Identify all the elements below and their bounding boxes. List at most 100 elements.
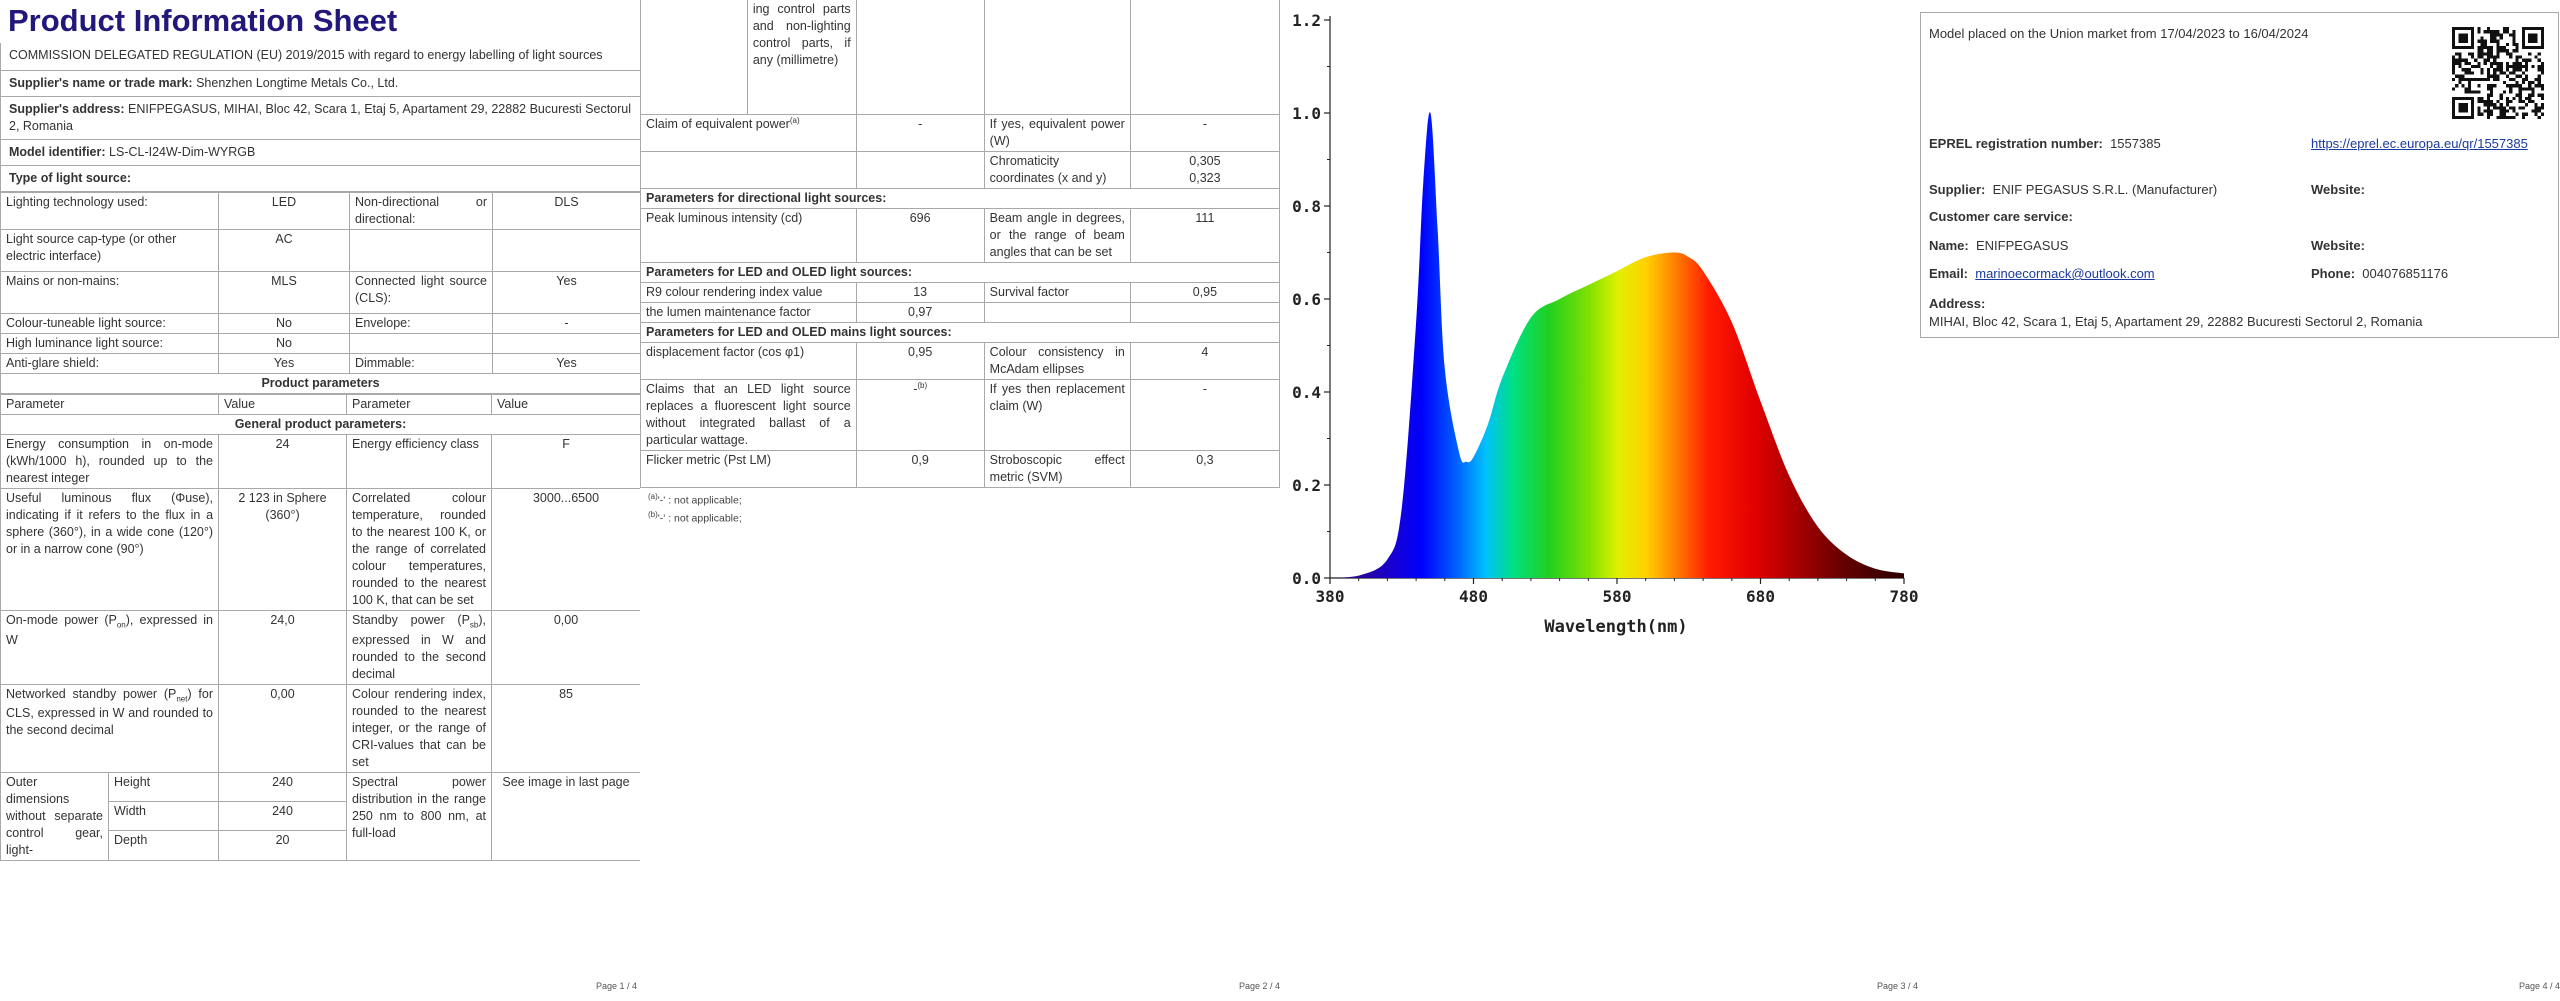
supplier-row: Supplier: ENIF PEGASUS S.R.L. (Manufactu… xyxy=(1929,181,2217,199)
param-cct: Correlated colour temperature, rounded t… xyxy=(346,488,493,612)
y-tick-label: 0.6 xyxy=(1292,290,1321,309)
eprel-number: 1557385 xyxy=(2110,136,2161,151)
y-tick-label: 0.0 xyxy=(1292,569,1321,588)
value-cri: 85 xyxy=(491,683,642,773)
type-param-2 xyxy=(349,229,493,273)
model-identifier: LS-CL-I24W-Dim-WYRGB xyxy=(109,145,256,160)
param-standby-power: Standby power (Psb), expressed in W and … xyxy=(346,610,493,685)
dim-name-height: Height xyxy=(107,771,220,802)
value-on-mode-power: 24,0 xyxy=(218,610,348,685)
name-row: Name: ENIFPEGASUS xyxy=(1929,237,2068,255)
type-param-1: Mains or non-mains: xyxy=(0,271,219,315)
type-param-2: Connected light source (CLS): xyxy=(349,271,493,315)
phone-row: Phone: 004076851176 xyxy=(2311,265,2448,283)
email-row: Email: marinoecormack@outlook.com xyxy=(1929,265,2155,283)
website2-row: Website: xyxy=(2311,237,2365,255)
claims-sup: (b) xyxy=(917,380,928,390)
equiv-label: Claim of equivalent power xyxy=(646,116,790,131)
value-flux: 2 123 in Sphere (360°) xyxy=(218,488,348,612)
standby-label-b: ), expressed in W and rounded to the sec… xyxy=(352,613,487,681)
y-tick-label: 0.2 xyxy=(1292,476,1321,495)
type-param-1: High luminance light source: xyxy=(0,333,219,355)
param-chromaticity: Chromaticity coordinates (x and y) xyxy=(983,150,1131,189)
value-peak-intensity: 696 xyxy=(855,207,985,263)
params-table: Parameter Value Parameter Value General … xyxy=(0,394,642,861)
equiv-sup: (a) xyxy=(789,115,800,125)
value-claims: -(b) xyxy=(855,378,985,451)
footnote-a-text: '-' : not applicable; xyxy=(657,494,742,506)
param-outer-dimensions: Outer dimensions without separate contro… xyxy=(0,771,109,861)
y-tick-label: 1.2 xyxy=(1292,11,1321,30)
value-replacement: - xyxy=(1129,378,1281,451)
footnotes: (a)'-' : not applicable; (b)'-' : not ap… xyxy=(640,488,1280,531)
type-param-2: Non-directional or directional: xyxy=(349,192,493,231)
value-standby-power: 0,00 xyxy=(491,610,642,685)
value-spd: See image in last page xyxy=(491,771,642,861)
supplier-value: ENIF PEGASUS S.R.L. (Manufacturer) xyxy=(1992,182,2218,197)
supplier-address-row: Supplier's address: ENIFPEGASUS, MIHAI, … xyxy=(0,96,642,141)
customer-care-heading: Customer care service: xyxy=(1929,208,2073,226)
net-sub: net xyxy=(176,694,188,704)
x-tick-label: 680 xyxy=(1746,587,1775,606)
on-mode-label-a: On-mode power (P xyxy=(6,613,117,628)
page-number-4: Page 4 / 4 xyxy=(2518,981,2560,991)
value-beam-angle: 111 xyxy=(1129,207,1281,263)
directional-header: Parameters for directional light sources… xyxy=(640,187,1280,209)
type-table: Lighting technology used: LED Non-directio… xyxy=(0,192,641,395)
type-row: Anti-glare shield: Yes Dimmable: Yes xyxy=(0,353,641,375)
type-value-2: Yes xyxy=(492,271,641,315)
led-header: Parameters for LED and OLED light source… xyxy=(640,261,1280,283)
eprel-link[interactable]: https://eprel.ec.europa.eu/qr/1557385 xyxy=(2311,136,2528,151)
param-cri: Colour rendering index, rounded to the n… xyxy=(346,683,493,773)
type-value-1: No xyxy=(218,313,350,335)
model-label: Model identifier: xyxy=(9,145,106,160)
value-equivalent-power: - xyxy=(855,113,985,152)
col-parameter-1: Parameter xyxy=(0,394,220,416)
standby-sub: sb xyxy=(469,620,479,630)
website2-label: Website: xyxy=(2311,238,2365,253)
param-peak-intensity: Peak luminous intensity (cd) xyxy=(640,207,857,263)
page-2: ing control parts and non-lighting contr… xyxy=(640,0,1281,1001)
type-row: High luminance light source: No xyxy=(0,333,641,355)
col-value-1: Value xyxy=(218,394,348,416)
supplier-label: Supplier: xyxy=(1929,182,1986,197)
type-value-2 xyxy=(492,333,641,355)
placed-on-market: Model placed on the Union market from 17… xyxy=(1929,26,2309,41)
type-param-2: Dimmable: xyxy=(349,353,493,375)
param-stroboscopic: Stroboscopic effect metric (SVM) xyxy=(983,449,1131,488)
x-tick-label: 580 xyxy=(1603,587,1632,606)
value-cct: 3000...6500 xyxy=(491,488,642,612)
model-row: Model identifier: LS-CL-I24W-Dim-WYRGB xyxy=(0,139,642,167)
type-value-2: - xyxy=(492,313,641,335)
param-spd: Spectral power distribution in the range… xyxy=(346,771,493,861)
param-claims: Claims that an LED light source replaces… xyxy=(640,378,857,451)
footnote-a: (a)'-' : not applicable; xyxy=(648,491,1272,509)
email-label: Email: xyxy=(1929,266,1969,281)
param-on-mode-power: On-mode power (Pon), expressed in W xyxy=(0,610,220,685)
eprel-card: Model placed on the Union market from 17… xyxy=(1920,12,2559,338)
supplier-name-label: Supplier's name or trade mark: xyxy=(9,76,193,91)
type-value-1: MLS xyxy=(218,271,350,315)
on-mode-label-b: ), expressed in W xyxy=(6,613,214,647)
type-value-1: LED xyxy=(218,192,350,231)
value-networked-standby: 0,00 xyxy=(218,683,348,773)
value-r9: 13 xyxy=(855,281,985,303)
website-row: Website: xyxy=(2311,181,2365,199)
type-row: Light source cap-type (or other electric… xyxy=(0,229,641,273)
type-value-2: DLS xyxy=(492,192,641,231)
type-param-1: Anti-glare shield: xyxy=(0,353,219,375)
y-tick-label: 0.8 xyxy=(1292,197,1321,216)
value-survival: 0,95 xyxy=(1129,281,1281,303)
net-label-a: Networked standby power (P xyxy=(6,686,177,701)
dim-value-depth: 20 xyxy=(218,830,348,861)
value-class: F xyxy=(491,434,642,490)
dim-value-height: 240 xyxy=(218,771,348,802)
email-link[interactable]: marinoecormack@outlook.com xyxy=(1975,266,2155,281)
param-class: Energy efficiency class xyxy=(346,434,493,490)
type-row: Mains or non-mains: MLS Connected light so… xyxy=(0,271,641,315)
spd-area xyxy=(1330,112,1904,578)
type-row: Lighting technology used: LED Non-directio… xyxy=(0,192,641,231)
value-flicker: 0,9 xyxy=(855,449,985,488)
footnote-b: (b)'-' : not applicable; xyxy=(648,509,1272,527)
type-param-2 xyxy=(349,333,493,355)
